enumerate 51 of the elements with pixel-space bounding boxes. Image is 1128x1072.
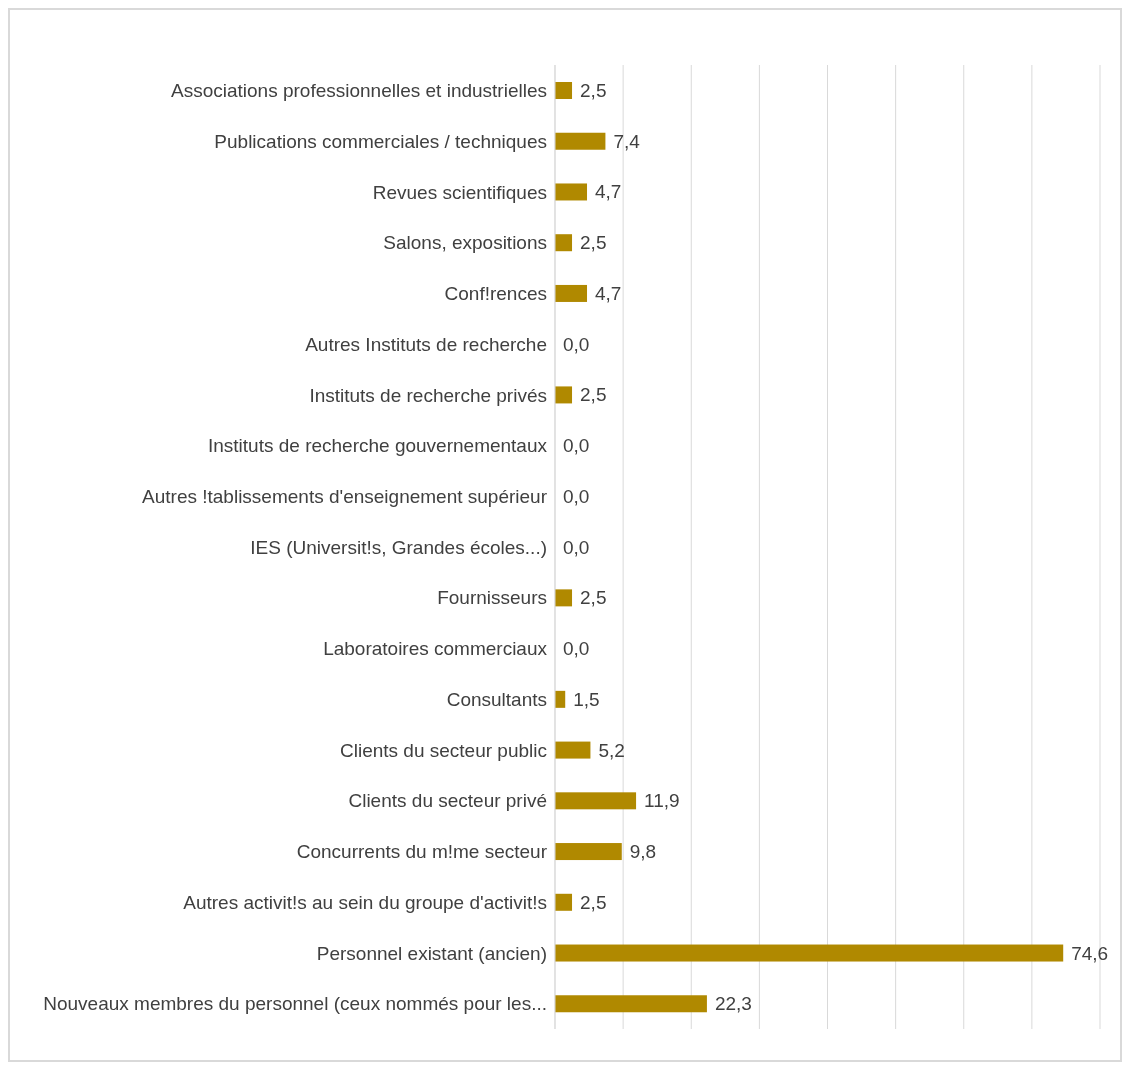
y-tick-label: Personnel existant (ancien) (316, 942, 547, 964)
data-label: 9,8 (629, 841, 657, 863)
data-label: 0,0 (563, 333, 590, 355)
y-tick-label: Associations professionnelles et industrielles (171, 80, 547, 102)
data-label: 2,5 (580, 232, 607, 254)
data-label: 0,0 (563, 435, 590, 457)
y-tick-label: Clients du secteur privé (348, 790, 547, 812)
data-label: 2,5 (580, 80, 607, 101)
data-label: 22,3 (714, 993, 752, 1015)
y-tick-label: Consultants (446, 688, 547, 710)
y-tick-label: Conf!rences (444, 283, 547, 305)
data-label: 11,9 (644, 790, 680, 812)
data-label: 2,5 (580, 587, 607, 609)
y-tick-label: Clients du secteur public (340, 739, 547, 761)
y-tick-label: IES (Universit!s, Grandes écoles...) (250, 536, 547, 558)
y-tick-label: Instituts de recherche gouvernementaux (207, 435, 548, 457)
data-label: 7,4 (613, 130, 641, 152)
y-tick-label: Autres !tablissements d'enseignement supérieur (142, 486, 548, 508)
y-tick-label: Autres Instituts de recherche (305, 333, 547, 355)
bar (555, 893, 573, 911)
bar (555, 386, 573, 404)
data-label: 0,0 (563, 638, 590, 660)
y-tick-label: Salons, expositions (383, 232, 547, 254)
data-label: 74,6 (1071, 942, 1109, 964)
bar (555, 82, 573, 99)
bar (555, 183, 588, 201)
y-tick-label: Autres activit!s au sein du groupe d'activit!s (183, 891, 547, 913)
bar (555, 234, 573, 252)
bar (555, 792, 637, 810)
y-tick-label: Publications commerciales / techniques (214, 130, 547, 152)
data-label: 5,2 (598, 739, 625, 761)
data-label: 4,7 (595, 282, 622, 304)
bar (555, 284, 588, 302)
data-label: 1,5 (573, 688, 600, 710)
y-tick-label: Concurrents du m!me secteur (296, 841, 548, 863)
data-label: 0,0 (563, 536, 590, 558)
y-tick-label: Instituts de recherche privés (309, 384, 547, 406)
y-tick-label: Nouveaux membres du personnel (ceux nommés pour les... (43, 993, 547, 1015)
y-tick-label: Laboratoires commerciaux (323, 638, 548, 660)
bar (555, 132, 606, 150)
y-tick-label: Fournisseurs (437, 587, 547, 609)
data-label: 2,5 (580, 891, 607, 913)
bar (555, 843, 622, 861)
bar (555, 589, 573, 607)
bar (555, 741, 591, 759)
y-tick-label: Revues scientifiques (372, 181, 547, 203)
bar (555, 995, 707, 1013)
data-label: 0,0 (563, 485, 590, 507)
data-label: 2,5 (580, 384, 607, 406)
data-label: 4,7 (595, 181, 622, 203)
bar (555, 944, 1064, 962)
